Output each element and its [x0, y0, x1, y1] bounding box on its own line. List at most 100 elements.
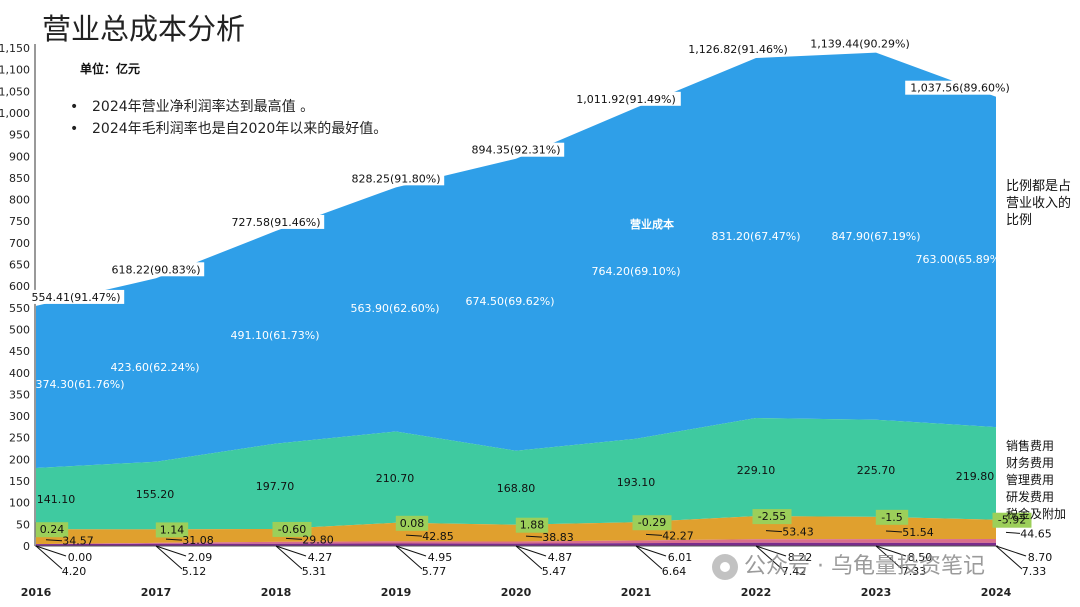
finance-label-bg	[992, 512, 1032, 528]
rnd-leader-line	[875, 545, 907, 557]
cost-label: 763.00(65.89%)	[915, 253, 1004, 266]
tax-leader-line	[995, 545, 1023, 570]
x-tick-label: 2019	[381, 586, 412, 599]
cost-label: 831.20(67.47%)	[711, 230, 800, 243]
note-text: 2024年毛利润率也是自2020年以来的最好值。	[92, 121, 388, 137]
area-rnd	[36, 539, 996, 545]
tax-leader-line	[155, 545, 183, 570]
total-label: 554.41(91.47%)	[31, 291, 120, 304]
y-tick-label: 800	[9, 194, 30, 207]
rnd-label: 8.22	[788, 551, 813, 564]
y-tick-label: 1,000	[0, 107, 30, 120]
total-label-bg	[227, 214, 325, 229]
total-label: 894.35(92.31%)	[471, 144, 560, 157]
x-tick-label: 2018	[261, 586, 292, 599]
tax-label: 5.12	[182, 565, 207, 578]
legend-item-rnd: 研发费用	[1006, 490, 1055, 504]
y-tick-label: 950	[9, 129, 30, 142]
total-label-bg	[27, 289, 125, 304]
finance-label-bg	[155, 522, 189, 538]
tax-label: 4.20	[62, 565, 87, 578]
y-tick-label: 450	[9, 345, 30, 358]
tax-label: 7.42	[782, 565, 807, 578]
x-tick-label: 2017	[141, 586, 172, 599]
finance-label: -5.92	[998, 514, 1026, 527]
tax-label: 7.33	[1022, 565, 1047, 578]
y-tick-label: 900	[9, 150, 30, 163]
tax-label: 5.31	[302, 565, 327, 578]
y-tick-label: 500	[9, 323, 30, 336]
total-label-bg	[571, 91, 681, 106]
finance-label-bg	[752, 509, 792, 525]
tax-label: 6.64	[662, 565, 687, 578]
watermark: 公众号 · 乌龟量投资笔记	[712, 548, 985, 580]
rnd-label: 8.70	[1028, 551, 1053, 564]
mgmt-label: 51.54	[902, 526, 934, 539]
mgmt-leader-line	[885, 530, 903, 533]
finance-label: 1.14	[160, 523, 185, 536]
finance-label-bg	[35, 522, 69, 538]
ratio-note: 比例都是占营业收入的比例	[1006, 179, 1072, 228]
finance-label: 1.88	[520, 519, 545, 532]
sales-label: 219.80	[956, 470, 995, 483]
rnd-label: 4.87	[548, 551, 573, 564]
rnd-label: 8.50	[908, 551, 933, 564]
mgmt-leader-line	[1005, 531, 1021, 534]
tax-leader-line	[275, 545, 303, 570]
finance-label-bg	[632, 515, 672, 531]
area-label-cost: 营业成本	[630, 217, 674, 231]
x-tick-label: 2020	[501, 586, 532, 599]
total-label-bg	[805, 36, 915, 51]
rnd-leader-line	[395, 545, 427, 557]
sales-label: 168.80	[497, 482, 536, 495]
watermark-text: 公众号 · 乌龟量投资笔记	[744, 554, 985, 579]
tax-label: 7.33	[902, 565, 927, 578]
y-tick-label: 700	[9, 237, 30, 250]
mgmt-label: 29.80	[302, 533, 334, 546]
sales-label: 225.70	[857, 464, 896, 477]
cost-label: 374.30(61.76%)	[35, 378, 124, 391]
y-tick-label: 250	[9, 432, 30, 445]
cost-label: 423.60(62.24%)	[110, 361, 199, 374]
mgmt-label: 38.83	[542, 531, 574, 544]
note-item: • 2024年营业净利润率达到最高值 。	[70, 99, 315, 115]
mgmt-leader-line	[165, 538, 183, 541]
total-label-bg	[107, 262, 205, 277]
finance-label-bg	[875, 509, 909, 525]
x-tick-label: 2024	[981, 586, 1012, 599]
rnd-leader-line	[995, 545, 1027, 557]
total-label-bg	[467, 142, 565, 157]
rnd-label: 6.01	[668, 551, 693, 564]
y-tick-label: 850	[9, 172, 30, 185]
finance-label-bg	[515, 517, 549, 533]
x-tick-label: 2016	[21, 586, 52, 599]
note-item: • 2024年毛利润率也是自2020年以来的最好值。	[70, 121, 388, 137]
finance-label: 0.24	[40, 523, 65, 536]
finance-label: -2.55	[758, 510, 786, 523]
y-tick-label: 100	[9, 497, 30, 510]
tax-leader-line	[755, 545, 783, 570]
mgmt-label: 44.65	[1020, 527, 1052, 540]
y-tick-label: 300	[9, 410, 30, 423]
legend: 销售费用 财务费用 管理费用 研发费用 税金及附加	[1006, 438, 1066, 523]
mgmt-leader-line	[285, 537, 303, 540]
y-tick-label: 1,050	[0, 85, 30, 98]
tax-leader-line	[35, 545, 63, 570]
mgmt-leader-line	[405, 534, 423, 537]
tax-leader-line	[515, 545, 543, 570]
cost-label: 847.90(67.19%)	[831, 230, 920, 243]
page-title: 营业总成本分析	[42, 12, 246, 46]
y-tick-label: 1,150	[0, 42, 30, 55]
y-tick-label: 650	[9, 259, 30, 272]
mgmt-leader-line	[45, 539, 63, 542]
mgmt-label: 42.85	[422, 530, 454, 543]
y-tick-label: 200	[9, 453, 30, 466]
area-sales	[36, 417, 996, 530]
rnd-label: 4.27	[308, 551, 333, 564]
mgmt-leader-line	[525, 535, 543, 538]
total-label: 1,139.44(90.29%)	[810, 38, 910, 51]
y-tick-label: 400	[9, 367, 30, 380]
mgmt-label: 34.57	[62, 535, 94, 548]
finance-label: -0.29	[638, 516, 666, 529]
